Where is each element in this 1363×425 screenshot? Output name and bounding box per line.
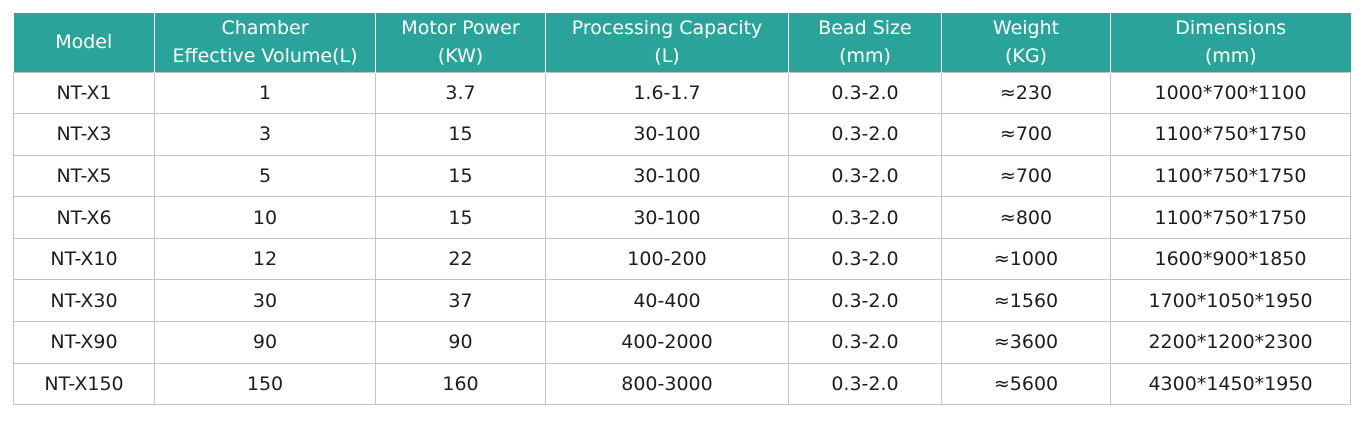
header-chamber-volume-line1: Chamber: [221, 17, 309, 40]
cell-weight: ≈230: [941, 71, 1111, 115]
cell-chamber-volume: 1: [154, 71, 376, 115]
cell-model: NT-X6: [13, 196, 155, 239]
table-row: NT-X3 3 15 30-100 0.3-2.0 ≈700 1100*750*…: [13, 113, 1351, 156]
cell-model: NT-X10: [13, 237, 155, 281]
cell-dimensions: 1100*750*1750: [1110, 154, 1351, 198]
cell-processing-capacity: 1.6-1.7: [545, 71, 789, 115]
cell-model: NT-X150: [13, 362, 155, 406]
header-bead-size-line1: Bead Size: [818, 17, 912, 40]
cell-chamber-volume: 10: [154, 196, 376, 239]
header-motor-power: Motor Power (KW): [375, 13, 546, 72]
cell-weight: ≈5600: [941, 362, 1111, 406]
cell-weight: ≈700: [941, 113, 1111, 156]
header-model-label: Model: [55, 31, 113, 54]
cell-chamber-volume: 12: [154, 237, 376, 281]
table-row: NT-X10 12 22 100-200 0.3-2.0 ≈1000 1600*…: [13, 237, 1351, 281]
cell-weight: ≈3600: [941, 321, 1111, 364]
cell-dimensions: 2200*1200*2300: [1110, 321, 1351, 364]
cell-processing-capacity: 30-100: [545, 113, 789, 156]
header-dimensions-line2: (mm): [1204, 45, 1257, 68]
cell-motor-power: 15: [375, 113, 546, 156]
cell-processing-capacity: 30-100: [545, 196, 789, 239]
header-weight-line2: (KG): [1004, 45, 1047, 68]
cell-processing-capacity: 100-200: [545, 237, 789, 281]
cell-motor-power: 37: [375, 279, 546, 323]
cell-weight: ≈1000: [941, 237, 1111, 281]
cell-motor-power: 15: [375, 196, 546, 239]
cell-processing-capacity: 400-2000: [545, 321, 789, 364]
header-processing-capacity-line2: (L): [654, 45, 680, 68]
header-weight-line1: Weight: [992, 17, 1060, 40]
header-dimensions-line1: Dimensions: [1175, 17, 1287, 40]
cell-bead-size: 0.3-2.0: [788, 71, 942, 115]
cell-chamber-volume: 30: [154, 279, 376, 323]
cell-processing-capacity: 30-100: [545, 154, 789, 198]
cell-chamber-volume: 5: [154, 154, 376, 198]
cell-dimensions: 1100*750*1750: [1110, 196, 1351, 239]
table-row: NT-X90 90 90 400-2000 0.3-2.0 ≈3600 2200…: [13, 321, 1351, 364]
cell-processing-capacity: 800-3000: [545, 362, 789, 406]
cell-bead-size: 0.3-2.0: [788, 362, 942, 406]
header-chamber-volume-line2: Effective Volume(L): [172, 45, 358, 68]
header-processing-capacity: Processing Capacity (L): [545, 13, 789, 72]
cell-motor-power: 22: [375, 237, 546, 281]
cell-motor-power: 160: [375, 362, 546, 406]
cell-model: NT-X30: [13, 279, 155, 323]
cell-motor-power: 90: [375, 321, 546, 364]
cell-chamber-volume: 90: [154, 321, 376, 364]
spec-table: Model Chamber Effective Volume(L) Motor …: [13, 13, 1351, 406]
cell-model: NT-X1: [13, 71, 155, 115]
cell-weight: ≈800: [941, 196, 1111, 239]
header-bead-size-line2: (mm): [839, 45, 891, 68]
cell-bead-size: 0.3-2.0: [788, 113, 942, 156]
table-row: NT-X30 30 37 40-400 0.3-2.0 ≈1560 1700*1…: [13, 279, 1351, 323]
header-row: Model Chamber Effective Volume(L) Motor …: [13, 13, 1351, 72]
header-motor-power-line1: Motor Power: [401, 17, 520, 40]
cell-bead-size: 0.3-2.0: [788, 237, 942, 281]
table-row: NT-X150 150 160 800-3000 0.3-2.0 ≈5600 4…: [13, 362, 1351, 406]
table-row: NT-X6 10 15 30-100 0.3-2.0 ≈800 1100*750…: [13, 196, 1351, 239]
header-weight: Weight (KG): [941, 13, 1111, 72]
header-bead-size: Bead Size (mm): [788, 13, 942, 72]
table-body: NT-X1 1 3.7 1.6-1.7 0.3-2.0 ≈230 1000*70…: [13, 71, 1351, 406]
cell-dimensions: 1600*900*1850: [1110, 237, 1351, 281]
cell-dimensions: 1000*700*1100: [1110, 71, 1351, 115]
table-row: NT-X1 1 3.7 1.6-1.7 0.3-2.0 ≈230 1000*70…: [13, 71, 1351, 115]
header-motor-power-line2: (KW): [437, 45, 484, 68]
cell-model: NT-X5: [13, 154, 155, 198]
cell-chamber-volume: 3: [154, 113, 376, 156]
table-header: Model Chamber Effective Volume(L) Motor …: [13, 13, 1351, 72]
cell-bead-size: 0.3-2.0: [788, 196, 942, 239]
cell-bead-size: 0.3-2.0: [788, 321, 942, 364]
cell-motor-power: 3.7: [375, 71, 546, 115]
cell-chamber-volume: 150: [154, 362, 376, 406]
header-dimensions: Dimensions (mm): [1110, 13, 1351, 72]
cell-dimensions: 1100*750*1750: [1110, 113, 1351, 156]
table-row: NT-X5 5 15 30-100 0.3-2.0 ≈700 1100*750*…: [13, 154, 1351, 198]
cell-weight: ≈700: [941, 154, 1111, 198]
header-processing-capacity-line1: Processing Capacity: [571, 17, 763, 40]
header-model: Model: [13, 13, 155, 72]
cell-motor-power: 15: [375, 154, 546, 198]
header-chamber-volume: Chamber Effective Volume(L): [154, 13, 376, 72]
cell-bead-size: 0.3-2.0: [788, 279, 942, 323]
cell-model: NT-X90: [13, 321, 155, 364]
cell-dimensions: 1700*1050*1950: [1110, 279, 1351, 323]
cell-processing-capacity: 40-400: [545, 279, 789, 323]
cell-weight: ≈1560: [941, 279, 1111, 323]
cell-dimensions: 4300*1450*1950: [1110, 362, 1351, 406]
cell-model: NT-X3: [13, 113, 155, 156]
cell-bead-size: 0.3-2.0: [788, 154, 942, 198]
